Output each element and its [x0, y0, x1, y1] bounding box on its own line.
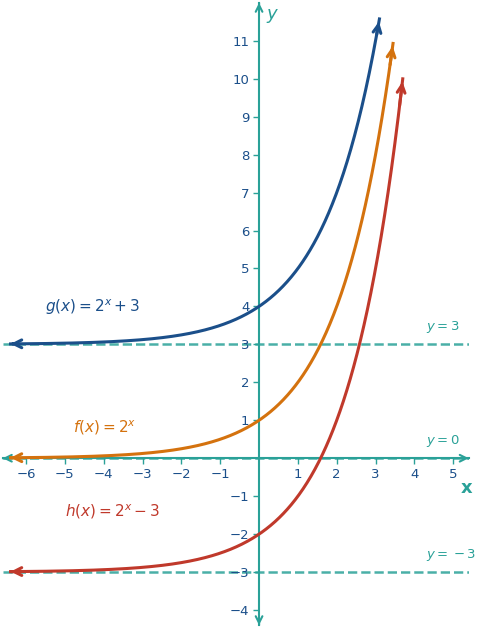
Text: $y = 0$: $y = 0$ — [426, 433, 460, 449]
Text: $f(x) = 2^x$: $f(x) = 2^x$ — [73, 419, 136, 437]
Text: $y = -3$: $y = -3$ — [426, 546, 476, 563]
Text: $\mathbf{x}$: $\mathbf{x}$ — [460, 479, 473, 497]
Text: $h(x) = 2^x - 3$: $h(x) = 2^x - 3$ — [65, 502, 160, 521]
Text: $y = 3$: $y = 3$ — [426, 319, 460, 335]
Text: $y$: $y$ — [266, 6, 280, 24]
Text: $g(x) = 2^x + 3$: $g(x) = 2^x + 3$ — [45, 298, 141, 317]
